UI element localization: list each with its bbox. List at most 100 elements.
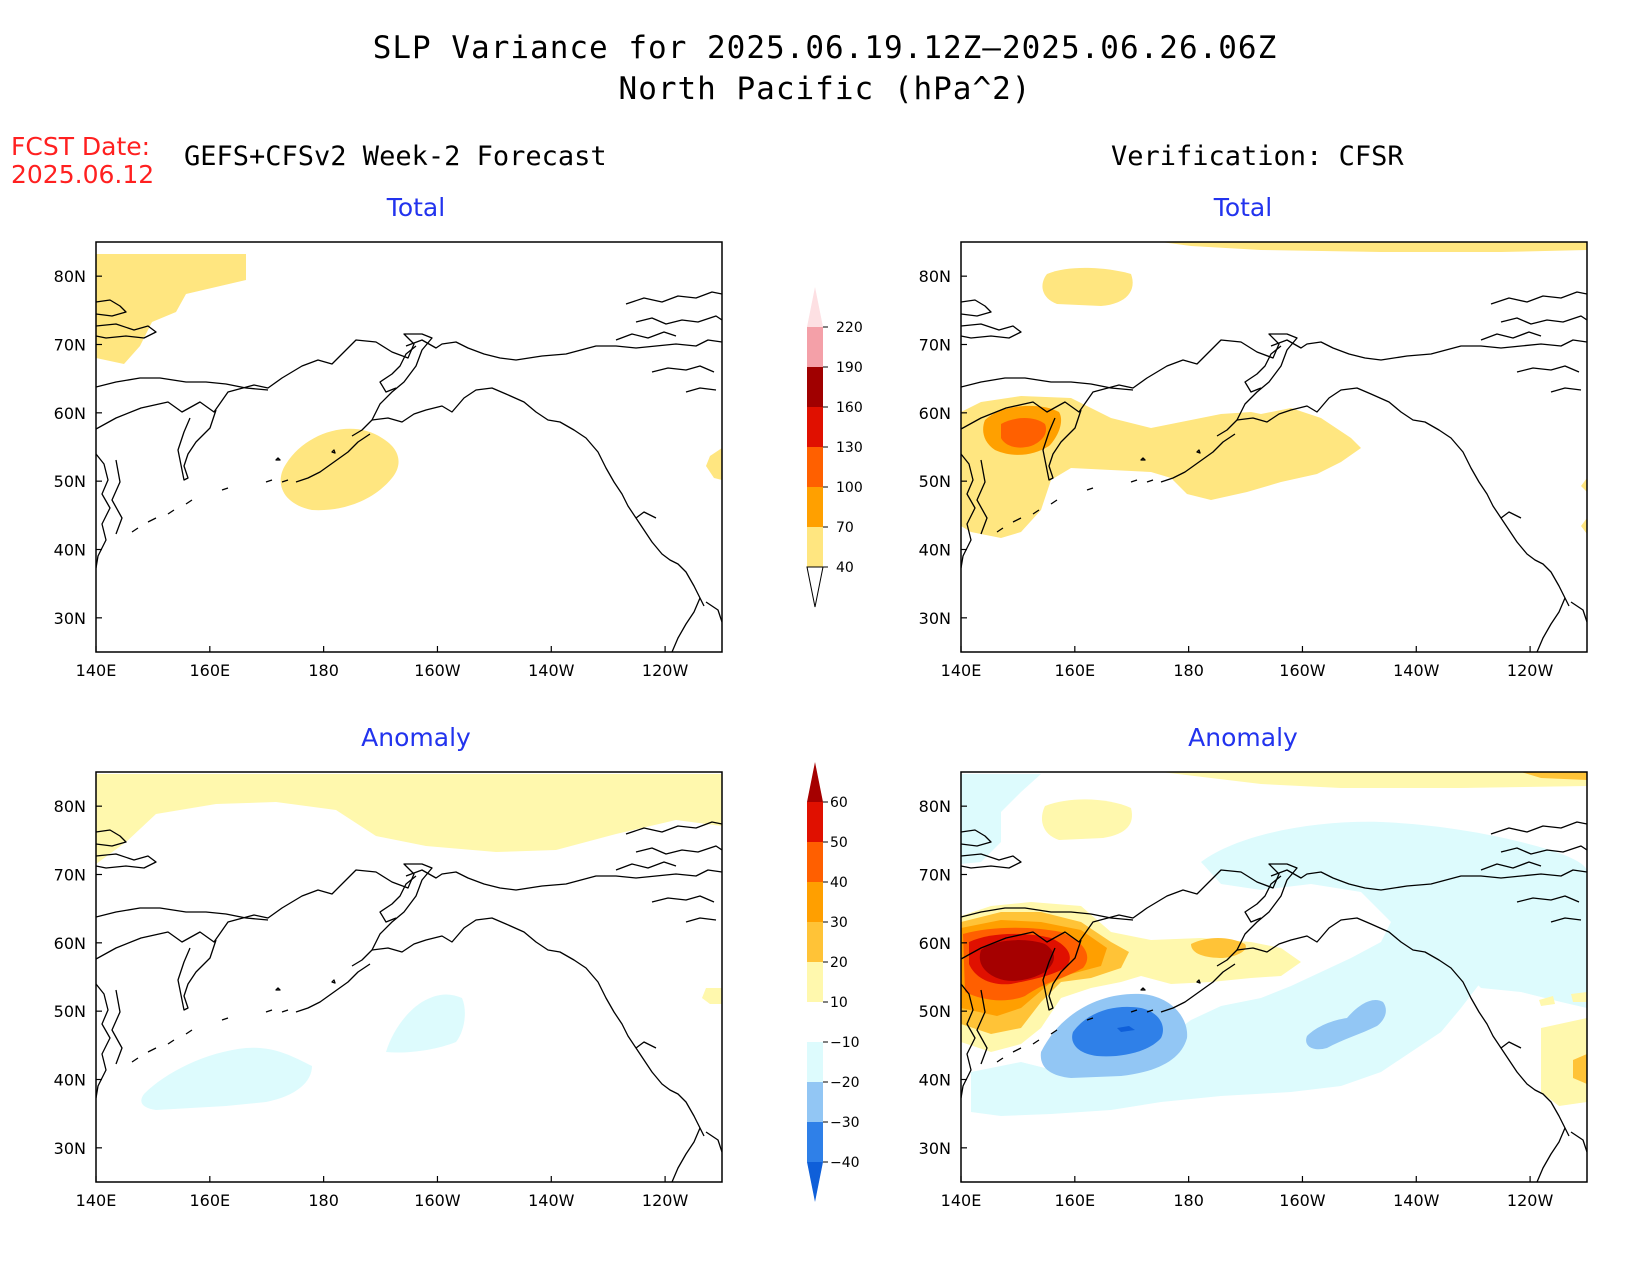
total-colorbar-swatch xyxy=(807,367,823,407)
anomaly-colorbar-label: 10 xyxy=(830,995,848,1011)
lon-tick-label: 160W xyxy=(414,1191,461,1210)
anomaly-colorbar-swatch xyxy=(807,842,823,882)
verification-total-contour-40 xyxy=(1581,478,1587,534)
lon-tick-label: 120W xyxy=(1507,1191,1554,1210)
verification-anomaly-contour-20 xyxy=(1191,938,1246,958)
lon-tick-label: 120W xyxy=(642,1191,689,1210)
forecast-total-contour-40 xyxy=(280,428,399,511)
forecast-total-title: Total xyxy=(386,193,446,222)
lon-tick-label: 160E xyxy=(1054,661,1095,680)
verification-anomaly-contour-10 xyxy=(1041,799,1132,840)
total-colorbar-label: 40 xyxy=(836,560,854,576)
lon-tick-label: 160W xyxy=(1279,661,1326,680)
total-colorbar-label: 100 xyxy=(836,480,863,496)
total-colorbar: 40 70 100 130 160 190 220 xyxy=(806,287,863,608)
lat-tick-label: 30N xyxy=(54,1139,86,1158)
forecast-heading: GEFS+CFSv2 Week-2 Forecast xyxy=(184,141,607,172)
forecast-anomaly-contour-10 xyxy=(96,774,722,864)
verification-total-contour-100 xyxy=(1001,418,1047,448)
lat-tick-label: 60N xyxy=(919,404,951,423)
forecast-anomaly-contour-neg10 xyxy=(386,994,465,1053)
anomaly-colorbar-swatch xyxy=(807,922,823,962)
verification-total-contour-40 xyxy=(1042,267,1133,306)
verification-anomaly-contour-10 xyxy=(1161,772,1587,788)
lon-tick-label: 160W xyxy=(1279,1191,1326,1210)
anomaly-colorbar-label: −30 xyxy=(830,1115,860,1131)
anomaly-colorbar-label: −10 xyxy=(830,1035,860,1051)
lon-tick-label: 180 xyxy=(308,1191,339,1210)
forecast-anomaly-contour-10 xyxy=(702,988,722,1004)
anomaly-colorbar-bottom-tip xyxy=(807,1162,823,1202)
anomaly-colorbar-swatch xyxy=(807,802,823,842)
lon-tick-label: 140E xyxy=(76,1191,117,1210)
lon-tick-label: 140W xyxy=(528,1191,575,1210)
verification-anomaly-title: Anomaly xyxy=(1188,723,1298,752)
verification-anomaly-contour-neg10 xyxy=(961,774,1041,864)
lon-tick-label: 140E xyxy=(941,661,982,680)
total-colorbar-swatch xyxy=(807,527,823,567)
lat-tick-label: 50N xyxy=(54,1002,86,1021)
verification-anomaly-contour-neg10 xyxy=(971,821,1587,1116)
forecast-total-contour-40 xyxy=(706,448,722,480)
lat-tick-label: 40N xyxy=(919,1071,951,1090)
anomaly-colorbar-label: 30 xyxy=(830,915,848,931)
lat-tick-label: 30N xyxy=(54,609,86,628)
anomaly-colorbar-swatch xyxy=(807,1082,823,1122)
lon-tick-label: 180 xyxy=(308,661,339,680)
anomaly-colorbar-top-tip xyxy=(807,762,823,802)
anomaly-colorbar-swatch xyxy=(807,882,823,922)
lat-tick-label: 80N xyxy=(54,267,86,286)
lat-tick-label: 40N xyxy=(54,1071,86,1090)
lat-tick-label: 80N xyxy=(54,797,86,816)
verification-anomaly-contour-10 xyxy=(1541,1018,1587,1106)
lon-tick-label: 160E xyxy=(189,661,230,680)
anomaly-colorbar: −40 −30 −20 −10 10 20 30 40 50 60 xyxy=(807,762,860,1202)
total-colorbar-label: 70 xyxy=(836,520,854,536)
lon-tick-label: 120W xyxy=(642,661,689,680)
total-colorbar-top-tip xyxy=(807,287,823,327)
lat-tick-label: 50N xyxy=(919,1002,951,1021)
lat-tick-label: 80N xyxy=(919,267,951,286)
forecast-anomaly-map: 80N 70N 60N 50N 40N 30N 140E 160E 180 160W 140W 120… xyxy=(54,771,723,1210)
total-colorbar-swatch xyxy=(807,327,823,367)
lon-tick-label: 140E xyxy=(76,661,117,680)
anomaly-colorbar-label: −40 xyxy=(830,1155,860,1171)
lon-tick-label: 180 xyxy=(1173,1191,1204,1210)
lat-tick-label: 80N xyxy=(919,797,951,816)
total-colorbar-label: 160 xyxy=(836,400,863,416)
verification-total-map: 80N 70N 60N 50N 40N 30N 140E 160E 180 160W 140W 120… xyxy=(919,241,1588,680)
lat-tick-label: 70N xyxy=(54,866,86,885)
lon-tick-label: 140W xyxy=(528,661,575,680)
lat-tick-label: 70N xyxy=(54,336,86,355)
forecast-total-map: 80N 70N 60N 50N 40N 30N 140E 160E 180 160W 140W 120… xyxy=(54,241,723,680)
fcst-date-label: FCST Date: xyxy=(11,132,151,161)
lat-tick-label: 60N xyxy=(919,934,951,953)
anomaly-colorbar-swatch xyxy=(807,1122,823,1162)
anomaly-colorbar-label: −20 xyxy=(830,1075,860,1091)
anomaly-colorbar-swatch xyxy=(807,1002,823,1042)
lat-tick-label: 30N xyxy=(919,1139,951,1158)
anomaly-colorbar-label: 60 xyxy=(830,795,848,811)
fcst-date-value: 2025.06.12 xyxy=(11,160,155,189)
verification-anomaly-contour-neg20 xyxy=(1306,999,1386,1050)
lat-tick-label: 50N xyxy=(54,472,86,491)
lat-tick-label: 30N xyxy=(919,609,951,628)
total-colorbar-label: 190 xyxy=(836,360,863,376)
total-colorbar-bottom-tip xyxy=(806,566,824,608)
verification-total-contour-40 xyxy=(1161,242,1587,252)
total-colorbar-label: 220 xyxy=(836,320,863,336)
anomaly-colorbar-swatch xyxy=(807,962,823,1002)
lat-tick-label: 50N xyxy=(919,472,951,491)
lat-tick-label: 40N xyxy=(919,541,951,560)
verification-heading: Verification: CFSR xyxy=(1111,141,1404,172)
anomaly-colorbar-label: 20 xyxy=(830,955,848,971)
verification-total-contour-40 xyxy=(961,396,1361,538)
total-colorbar-label: 130 xyxy=(836,440,863,456)
lon-tick-label: 120W xyxy=(1507,661,1554,680)
lat-tick-label: 70N xyxy=(919,336,951,355)
total-colorbar-swatch xyxy=(807,487,823,527)
total-colorbar-swatch xyxy=(807,407,823,447)
verification-total-title: Total xyxy=(1213,193,1273,222)
figure-subtitle: North Pacific (hPa^2) xyxy=(618,71,1032,107)
